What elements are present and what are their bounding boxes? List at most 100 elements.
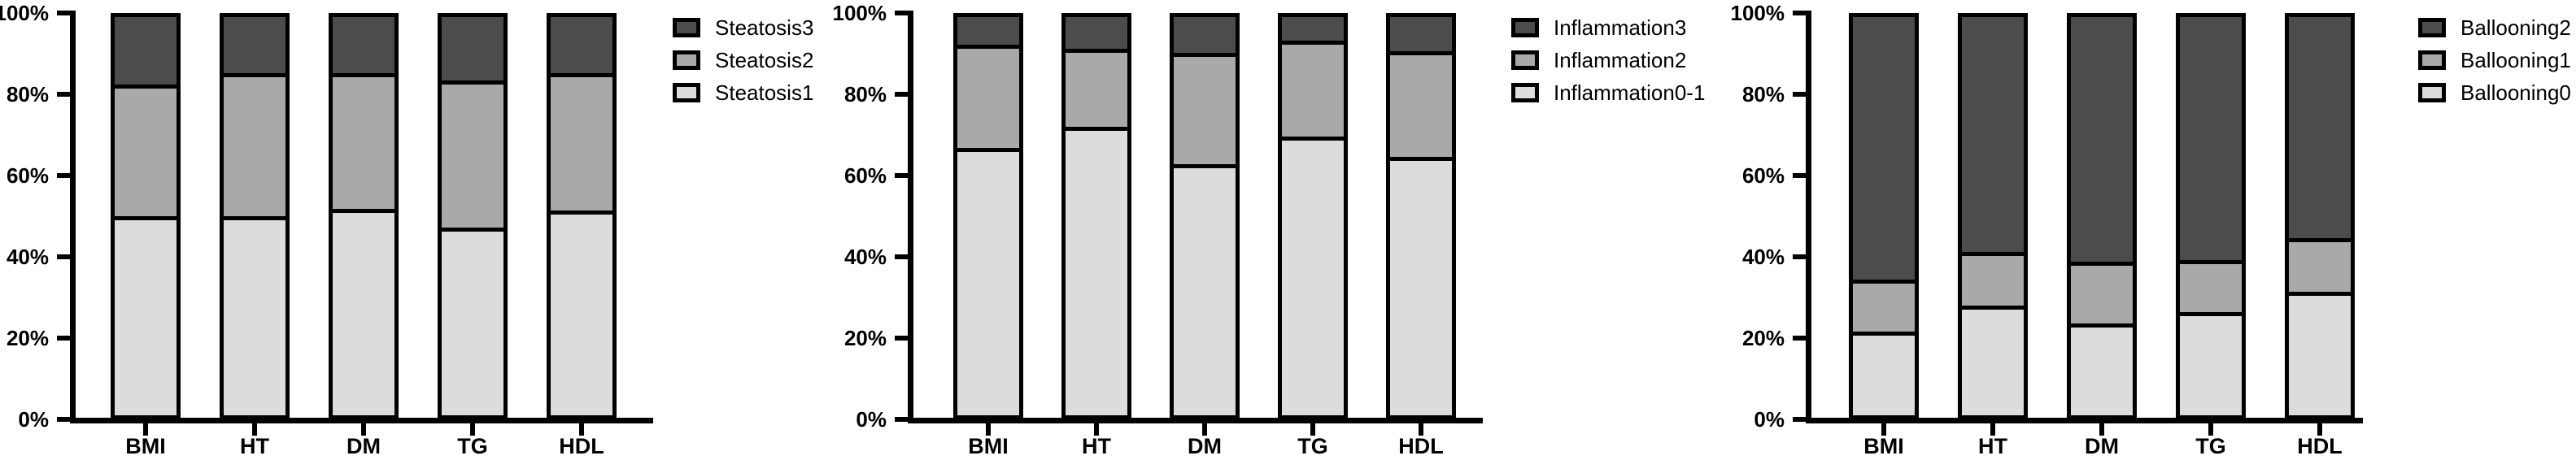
x-tick: [252, 423, 257, 436]
bar-dm: [2067, 13, 2137, 419]
x-tick: [986, 423, 991, 436]
y-axis: [1806, 11, 1811, 423]
y-tick: [1793, 92, 1806, 97]
x-category-label: HDL: [2297, 434, 2343, 458]
legend-swatch-ballooning0: [2418, 83, 2446, 102]
x-category-label: DM: [347, 434, 381, 458]
bar-segment-inflammation3: [957, 17, 1019, 45]
legend-swatch-steatosis3: [673, 18, 700, 37]
x-tick: [2208, 423, 2213, 436]
bar-segment-ballooning0: [1962, 306, 2024, 415]
bar-segment-steatosis1: [224, 216, 285, 415]
bar-segment-steatosis3: [115, 17, 177, 85]
bar-segment-inflammation2: [957, 45, 1019, 148]
bar-hdl: [1386, 13, 1456, 419]
y-tick: [895, 254, 908, 259]
x-category-label: BMI: [125, 434, 166, 458]
y-tick: [1793, 11, 1806, 15]
legend-label: Inflammation3: [1554, 15, 1687, 40]
x-category-label: HT: [1978, 434, 2007, 458]
bar-segment-ballooning1: [1853, 280, 1915, 332]
y-tick-label: 0%: [1754, 407, 1785, 432]
legend-swatch-inflammation2: [1511, 50, 1539, 70]
y-tick: [57, 92, 70, 97]
bar-segment-ballooning1: [1962, 252, 2024, 306]
y-tick: [57, 11, 70, 15]
y-tick: [895, 336, 908, 341]
y-axis: [908, 11, 913, 423]
bar-segment-steatosis2: [224, 73, 285, 216]
x-tick: [361, 423, 366, 436]
y-tick-label: 60%: [6, 163, 49, 188]
x-tick: [1881, 423, 1886, 436]
legend-label: Ballooning1: [2460, 48, 2571, 72]
bar-segment-inflammation0-1: [957, 148, 1019, 415]
bar-segment-inflammation0-1: [1066, 127, 1127, 415]
bar-segment-steatosis3: [333, 17, 394, 73]
bar-segment-steatosis3: [224, 17, 285, 73]
bar-segment-inflammation3: [1282, 17, 1344, 41]
bar-ht: [1061, 13, 1131, 419]
y-tick: [895, 92, 908, 97]
y-tick-label: 100%: [1730, 1, 1785, 25]
legend-label: Steatosis1: [715, 80, 814, 105]
y-tick-label: 20%: [1741, 326, 1785, 350]
bar-tg: [2176, 13, 2246, 419]
y-tick: [1793, 173, 1806, 178]
bar-segment-inflammation0-1: [1390, 157, 1452, 415]
bar-segment-steatosis1: [115, 216, 177, 415]
bar-segment-inflammation3: [1390, 17, 1452, 51]
y-tick-label: 20%: [6, 326, 49, 350]
bar-segment-steatosis1: [551, 210, 612, 415]
bar-segment-steatosis1: [333, 209, 394, 415]
legend-swatch-ballooning2: [2418, 18, 2446, 37]
bar-hdl: [2285, 13, 2355, 419]
x-tick: [470, 423, 475, 436]
bar-bmi: [111, 13, 181, 419]
y-tick: [1793, 336, 1806, 341]
bar-tg: [1278, 13, 1348, 419]
x-tick: [143, 423, 148, 436]
bar-ht: [1958, 13, 2028, 419]
y-tick-label: 80%: [843, 82, 887, 106]
y-tick-label: 20%: [843, 326, 887, 350]
x-tick: [2317, 423, 2322, 436]
x-category-label: HT: [240, 434, 269, 458]
legend-label: Steatosis2: [715, 48, 814, 72]
legend-swatch-inflammation0-1: [1511, 83, 1539, 102]
y-tick: [895, 173, 908, 178]
y-tick: [895, 11, 908, 15]
bar-segment-inflammation2: [1390, 51, 1452, 157]
legend-label: Ballooning2: [2460, 15, 2571, 40]
bar-segment-inflammation2: [1066, 49, 1127, 127]
x-tick: [1202, 423, 1207, 436]
x-tick: [579, 423, 584, 436]
y-tick-label: 100%: [0, 1, 49, 25]
bar-segment-inflammation0-1: [1282, 137, 1344, 415]
x-tick: [2099, 423, 2104, 436]
bar-segment-ballooning2: [1853, 17, 1915, 280]
y-tick-label: 60%: [843, 163, 887, 188]
x-category-label: HT: [1082, 434, 1111, 458]
y-tick: [1793, 417, 1806, 422]
y-axis: [70, 11, 76, 423]
bar-segment-ballooning0: [1853, 332, 1915, 415]
y-tick-label: 40%: [6, 245, 49, 269]
legend-swatch-steatosis1: [673, 83, 700, 102]
y-tick: [895, 417, 908, 422]
bar-dm: [329, 13, 399, 419]
bar-segment-inflammation2: [1174, 53, 1236, 164]
x-category-label: TG: [1297, 434, 1328, 458]
x-tick: [1310, 423, 1315, 436]
y-tick-label: 80%: [1741, 82, 1785, 106]
bar-bmi: [953, 13, 1023, 419]
bar-segment-ballooning1: [2289, 238, 2351, 292]
x-category-label: HDL: [1398, 434, 1444, 458]
legend-label: Steatosis3: [715, 15, 814, 40]
bar-segment-ballooning2: [2071, 17, 2133, 262]
legend-swatch-steatosis2: [673, 50, 700, 70]
bar-segment-ballooning0: [2289, 292, 2351, 415]
bar-segment-inflammation0-1: [1174, 164, 1236, 415]
bar-segment-steatosis2: [442, 80, 503, 228]
